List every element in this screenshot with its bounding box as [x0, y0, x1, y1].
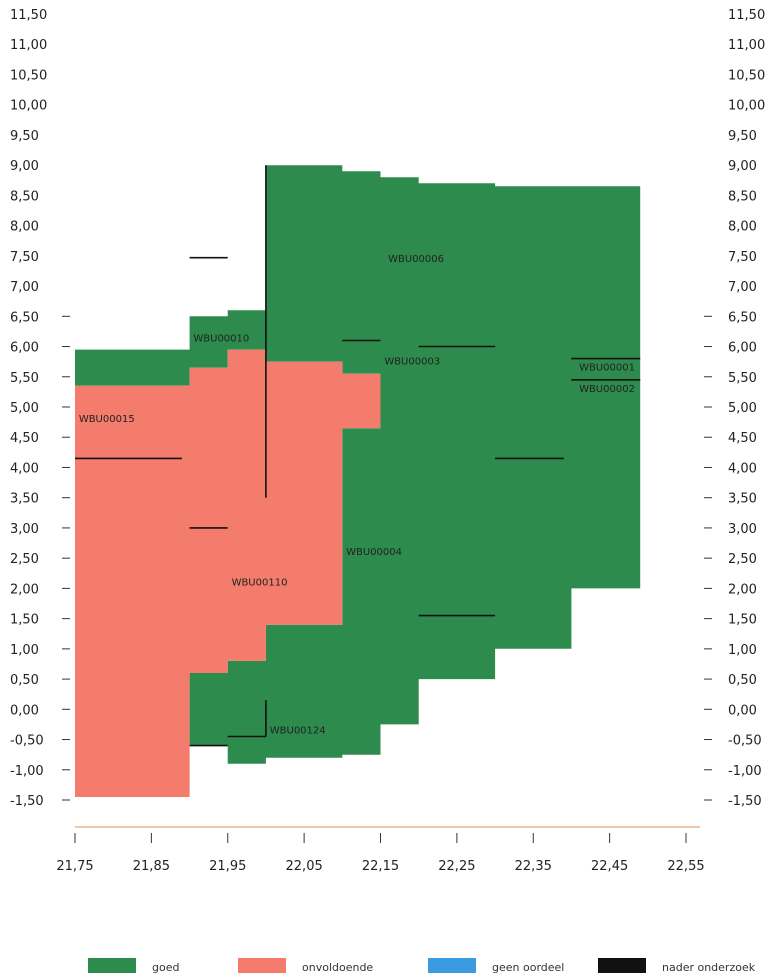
y-tick-right-11: 6,00	[728, 341, 757, 356]
y-tick-right-0: 11,50	[728, 8, 765, 23]
region-label-2: WBU00010	[193, 334, 249, 345]
region-goed-0	[189, 165, 641, 764]
region-label-8: WBU00002	[579, 384, 635, 395]
y-tick-right-8: 7,50	[728, 250, 757, 265]
y-tick-left-4: 9,50	[10, 129, 39, 144]
region-label-3: WBU00003	[384, 357, 440, 368]
y-tick-right-16: 3,50	[728, 492, 757, 507]
y-tick-right-26: -1,50	[728, 794, 762, 809]
y-tick-right-7: 8,00	[728, 220, 757, 235]
legend-label-onvoldoende: onvoldoende	[302, 961, 373, 974]
x-tick-4: 22,15	[362, 859, 399, 874]
region-goed-1	[75, 310, 266, 386]
y-tick-left-18: 2,50	[10, 552, 39, 567]
y-tick-right-6: 8,50	[728, 189, 757, 204]
x-tick-3: 22,05	[286, 859, 323, 874]
region-label-6: WBU00124	[270, 725, 326, 736]
y-tick-right-12: 5,50	[728, 371, 757, 386]
y-tick-left-1: 11,00	[10, 38, 47, 53]
y-tick-right-15: 4,00	[728, 461, 757, 476]
y-axis-right: 11,50 11,00 10,50 10,00 9,50 9,00 8,50 8,00 7,50…	[704, 8, 765, 809]
y-tick-left-15: 4,00	[10, 461, 39, 476]
y-tick-left-6: 8,50	[10, 189, 39, 204]
y-tick-left-23: 0,00	[10, 703, 39, 718]
y-tick-right-23: 0,00	[728, 703, 757, 718]
x-axis: 21,75 21,85 21,95 22,05 22,15 22,25 22,35 22,45…	[56, 826, 705, 874]
y-tick-left-17: 3,00	[10, 522, 39, 537]
x-tick-5: 22,25	[438, 859, 475, 874]
y-tick-left-24: -0,50	[10, 734, 44, 749]
legend-swatch-nader_onderzoek	[598, 958, 646, 973]
y-tick-right-22: 0,50	[728, 673, 757, 688]
legend-label-geen_oordeel: geen oordeel	[492, 961, 564, 974]
y-tick-left-21: 1,00	[10, 643, 39, 658]
y-tick-right-25: -1,00	[728, 764, 762, 779]
y-tick-right-21: 1,00	[728, 643, 757, 658]
y-tick-right-5: 9,00	[728, 159, 757, 174]
y-tick-right-18: 2,50	[728, 552, 757, 567]
y-tick-right-9: 7,00	[728, 280, 757, 295]
y-tick-right-17: 3,00	[728, 522, 757, 537]
y-tick-left-7: 8,00	[10, 220, 39, 235]
y-tick-right-20: 1,50	[728, 613, 757, 628]
legend-swatch-geen_oordeel	[428, 958, 476, 973]
x-tick-1: 21,85	[133, 859, 170, 874]
y-tick-left-10: 6,50	[10, 310, 39, 325]
y-tick-left-2: 10,50	[10, 68, 47, 83]
y-tick-left-5: 9,00	[10, 159, 39, 174]
region-label-5: WBU00110	[232, 577, 288, 588]
legend-label-nader_onderzoek: nader onderzoek	[662, 961, 756, 974]
y-tick-right-13: 5,00	[728, 401, 757, 416]
x-tick-0: 21,75	[56, 859, 93, 874]
y-tick-left-0: 11,50	[10, 8, 47, 23]
legend-swatch-goed	[88, 958, 136, 973]
x-tick-7: 22,45	[591, 859, 628, 874]
x-tick-6: 22,35	[515, 859, 552, 874]
y-tick-left-19: 2,00	[10, 582, 39, 597]
y-tick-right-3: 10,00	[728, 99, 765, 114]
y-tick-right-14: 4,50	[728, 431, 757, 446]
y-tick-left-12: 5,50	[10, 371, 39, 386]
y-tick-left-13: 5,00	[10, 401, 39, 416]
region-label-0: WBU00006	[388, 254, 444, 265]
y-tick-right-4: 9,50	[728, 129, 757, 144]
region-onvoldoende-2	[75, 349, 381, 797]
y-tick-left-3: 10,00	[10, 99, 47, 114]
y-tick-left-9: 7,00	[10, 280, 39, 295]
y-tick-left-11: 6,00	[10, 341, 39, 356]
y-tick-left-20: 1,50	[10, 613, 39, 628]
legend-swatch-onvoldoende	[238, 958, 286, 973]
x-tick-8: 22,55	[667, 859, 704, 874]
regions-layer	[75, 165, 641, 797]
y-tick-left-22: 0,50	[10, 673, 39, 688]
y-axis-left: 11,50 11,00 10,50 10,00 9,50 9,00 8,50 8,00 7,50…	[10, 8, 70, 809]
y-tick-left-26: -1,50	[10, 794, 44, 809]
region-label-7: WBU00001	[579, 363, 635, 374]
y-tick-right-19: 2,00	[728, 582, 757, 597]
region-label-4: WBU00004	[346, 547, 402, 558]
lines-layer	[75, 165, 641, 747]
y-tick-right-2: 10,50	[728, 68, 765, 83]
y-tick-right-1: 11,00	[728, 38, 765, 53]
y-tick-left-8: 7,50	[10, 250, 39, 265]
annotations-layer: WBU00006 WBU00015 WBU00010 WBU00003 WBU00004…	[79, 254, 635, 737]
y-tick-left-25: -1,00	[10, 764, 44, 779]
region-label-1: WBU00015	[79, 414, 135, 425]
x-tick-2: 21,95	[209, 859, 246, 874]
y-tick-left-16: 3,50	[10, 492, 39, 507]
legend: goed onvoldoende geen oordeel nader onderzo…	[88, 958, 756, 974]
y-tick-right-10: 6,50	[728, 310, 757, 325]
y-tick-right-24: -0,50	[728, 734, 762, 749]
y-tick-left-14: 4,50	[10, 431, 39, 446]
legend-label-goed: goed	[152, 961, 179, 974]
